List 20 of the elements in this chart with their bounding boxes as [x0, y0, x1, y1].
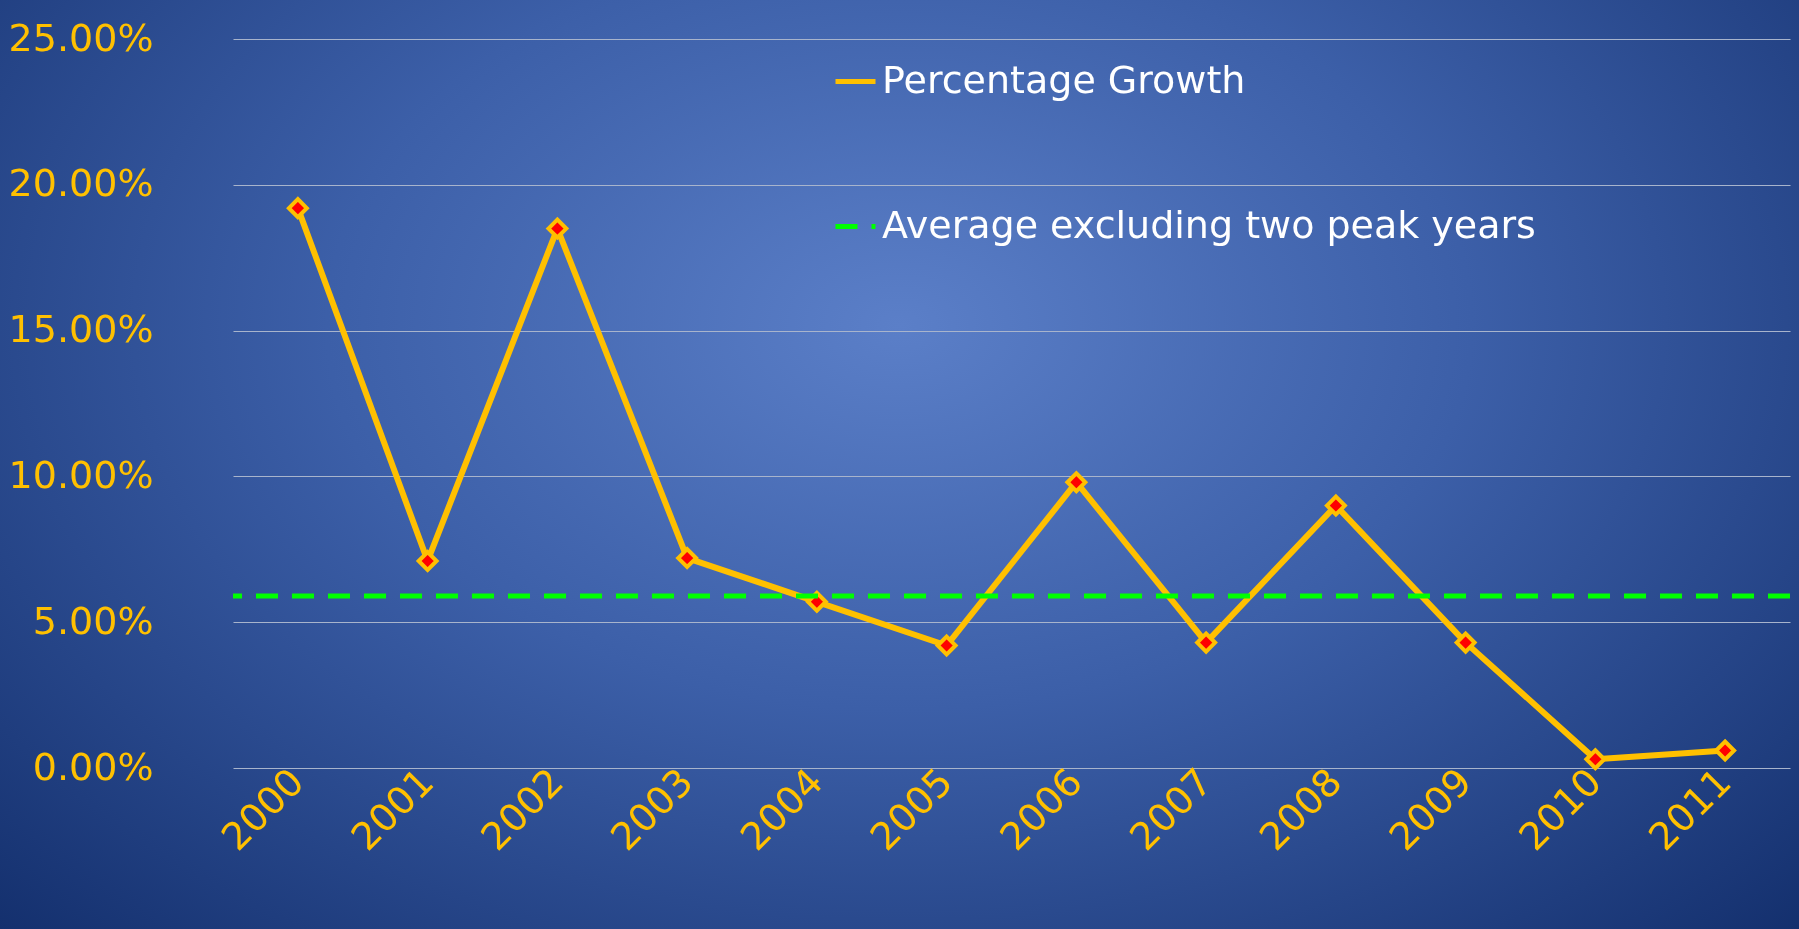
point [1065, 471, 1088, 494]
y-tick-label: 20.00% [8, 161, 154, 206]
y-tick-label: 5.00% [32, 598, 154, 643]
point [935, 634, 958, 657]
point [546, 217, 569, 240]
legend-label: Percentage Growth [882, 57, 1246, 102]
point [676, 547, 699, 569]
point [1454, 631, 1477, 654]
y-tick-label: 25.00% [8, 15, 154, 60]
point [1714, 739, 1737, 762]
y-tick-label: 10.00% [8, 452, 154, 497]
point [1195, 631, 1218, 654]
point [1584, 748, 1607, 771]
point [805, 590, 828, 613]
point [416, 550, 439, 572]
point [1324, 494, 1347, 517]
point [286, 197, 309, 220]
y-tick-label: 0.00% [32, 744, 154, 789]
legend-label: Average excluding two peak years [882, 202, 1536, 247]
y-tick-label: 15.00% [8, 307, 154, 352]
